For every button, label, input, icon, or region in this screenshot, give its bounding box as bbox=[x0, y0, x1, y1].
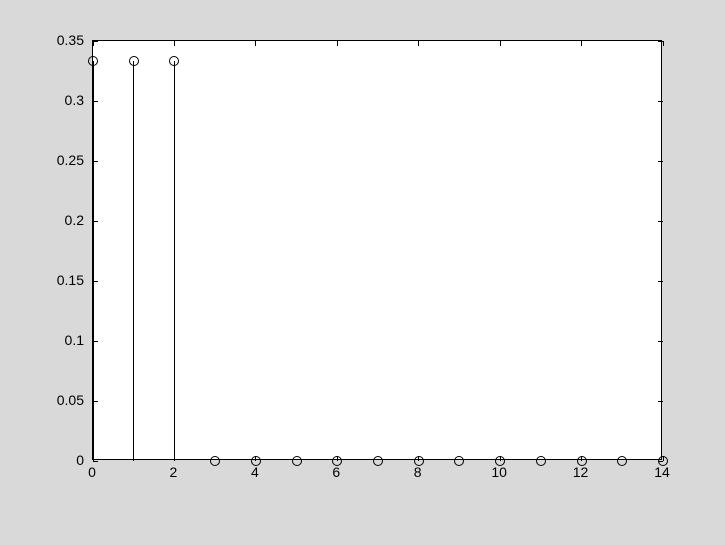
x-tick-top bbox=[255, 41, 256, 46]
x-tick-label: 10 bbox=[491, 464, 507, 480]
y-tick-label: 0.35 bbox=[57, 32, 84, 48]
stem-marker bbox=[210, 456, 220, 466]
y-tick-label: 0.25 bbox=[57, 152, 84, 168]
x-tick-top bbox=[174, 41, 175, 46]
stem-line bbox=[133, 61, 134, 461]
stem-marker bbox=[454, 456, 464, 466]
y-tick-label: 0.1 bbox=[65, 332, 84, 348]
stem-marker bbox=[169, 56, 179, 66]
y-tick-right bbox=[658, 41, 663, 42]
y-tick-label: 0.05 bbox=[57, 392, 84, 408]
y-tick bbox=[93, 221, 98, 222]
stem-line bbox=[174, 61, 175, 461]
y-tick bbox=[93, 341, 98, 342]
stem-marker bbox=[617, 456, 627, 466]
y-tick bbox=[93, 101, 98, 102]
stem-marker bbox=[292, 456, 302, 466]
x-tick-label: 12 bbox=[573, 464, 589, 480]
plot-area bbox=[92, 40, 662, 460]
stem-marker bbox=[88, 56, 98, 66]
y-tick-label: 0.3 bbox=[65, 92, 84, 108]
x-tick-label: 8 bbox=[414, 464, 422, 480]
y-tick-right bbox=[658, 401, 663, 402]
stem-marker bbox=[373, 456, 383, 466]
stem-line bbox=[93, 61, 94, 461]
y-tick-right bbox=[658, 341, 663, 342]
x-tick-top bbox=[581, 41, 582, 46]
x-tick-label: 6 bbox=[332, 464, 340, 480]
y-tick bbox=[93, 401, 98, 402]
x-tick-top bbox=[663, 41, 664, 46]
y-tick-right bbox=[658, 101, 663, 102]
x-tick-top bbox=[500, 41, 501, 46]
x-tick-label: 2 bbox=[170, 464, 178, 480]
y-tick bbox=[93, 281, 98, 282]
figure: 0 2 4 6 8 10 12 14 0 0.05 0.1 0.15 0.2 0.25 0.3 0.35 bbox=[0, 0, 725, 545]
x-tick-label: 4 bbox=[251, 464, 259, 480]
y-tick-label: 0.15 bbox=[57, 272, 84, 288]
y-tick-label: 0 bbox=[76, 452, 84, 468]
x-tick-label: 14 bbox=[654, 464, 670, 480]
y-tick bbox=[93, 161, 98, 162]
y-tick-right bbox=[658, 221, 663, 222]
y-tick bbox=[93, 461, 98, 462]
x-tick-label: 0 bbox=[88, 464, 96, 480]
x-tick-top bbox=[418, 41, 419, 46]
y-tick bbox=[93, 41, 98, 42]
y-tick-right bbox=[658, 161, 663, 162]
x-tick-top bbox=[337, 41, 338, 46]
y-tick-right bbox=[658, 281, 663, 282]
x-tick-top bbox=[93, 41, 94, 46]
y-tick-label: 0.2 bbox=[65, 212, 84, 228]
stem-marker bbox=[129, 56, 139, 66]
stem-marker bbox=[536, 456, 546, 466]
